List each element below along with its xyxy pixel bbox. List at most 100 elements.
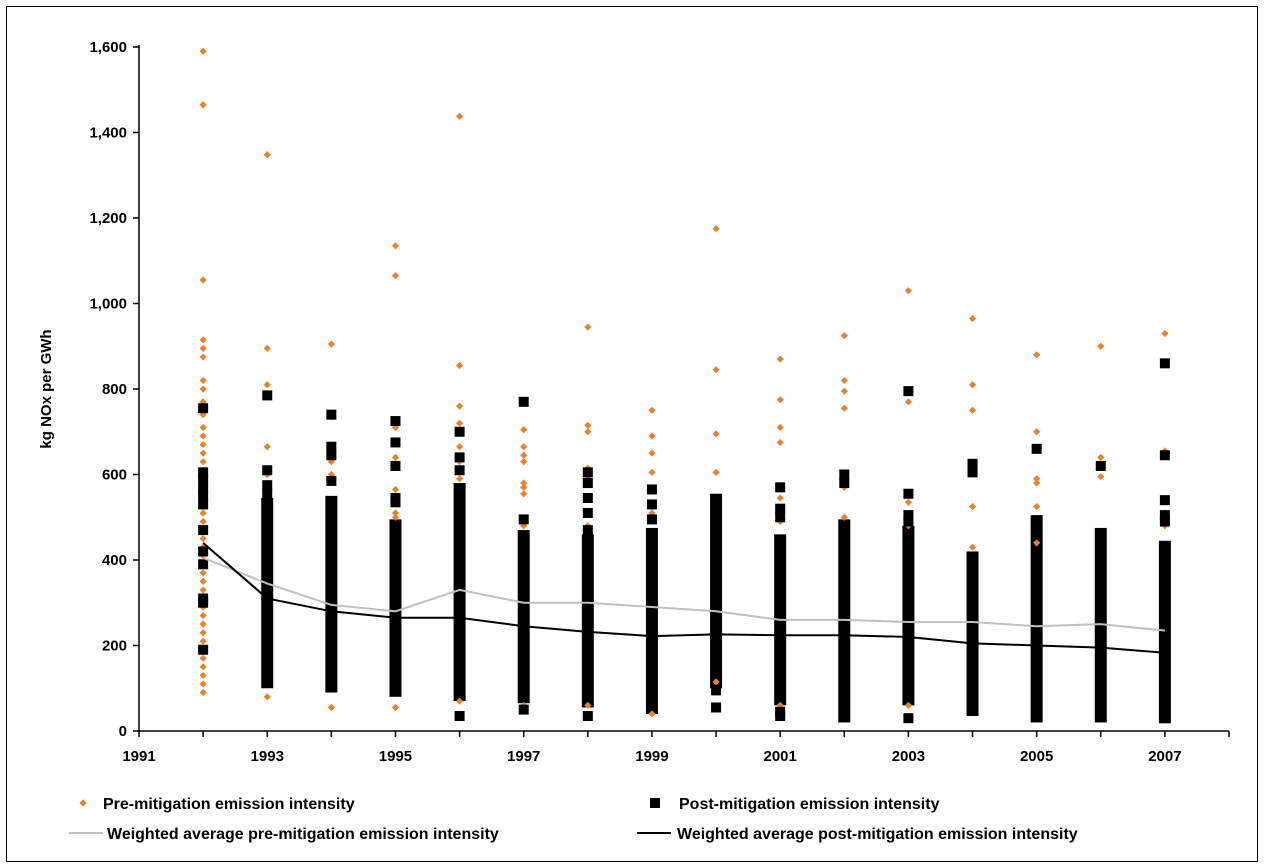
pre-mitigation-point (520, 426, 528, 434)
legend-label: Pre-mitigation emission intensity (103, 796, 355, 813)
pre-mitigation-point (520, 458, 528, 466)
y-tick-label: 1,200 (89, 210, 127, 227)
pre-mitigation-point (199, 353, 207, 361)
post-mitigation-band (261, 498, 274, 689)
pre-mitigation-point (455, 475, 464, 483)
pre-mitigation-point (968, 314, 977, 323)
pre-mitigation-point (199, 577, 207, 585)
legend: Pre-mitigation emission intensity Post-mi… (69, 796, 1078, 843)
pre-mitigation-point (263, 151, 271, 159)
post-mitigation-point (198, 597, 209, 608)
pre-mitigation-point (199, 629, 207, 637)
pre-mitigation-point (455, 419, 464, 427)
post-mitigation-point (775, 482, 786, 493)
post-mitigation-band (517, 530, 530, 704)
x-tick-label: 1995 (379, 748, 412, 765)
x-tick-label: 2001 (763, 748, 796, 765)
post-mitigation-point (198, 499, 209, 510)
post-mitigation-point (1159, 358, 1170, 369)
pre-mitigation-point (840, 513, 848, 521)
pre-mitigation-point (263, 693, 271, 701)
pre-mitigation-point (455, 697, 464, 705)
pre-mitigation-point (1097, 342, 1105, 350)
pre-mitigation-point (199, 47, 207, 55)
pre-mitigation-point (199, 509, 207, 517)
chart-frame: 0 200 400 600 800 1,000 1,200 1,400 1,600 1991 199… (6, 6, 1258, 862)
post-mitigation-point (454, 465, 465, 476)
pre-mitigation-point (455, 443, 464, 451)
post-mitigation-point (1095, 460, 1106, 471)
pre-mitigation-point (199, 336, 207, 344)
pre-mitigation-point (1033, 502, 1041, 511)
post-mitigation-point (903, 488, 914, 499)
pre-mitigation-point (584, 421, 592, 429)
post-mitigation-point (326, 409, 337, 420)
pre-mitigation-point (327, 703, 335, 712)
y-tick-label: 0 (119, 723, 127, 740)
pre-mitigation-point (199, 276, 207, 284)
y-axis-title: kg NOx per GWh (38, 329, 55, 448)
post-mitigation-point (198, 644, 209, 655)
post-mitigation-point (903, 516, 914, 527)
pre-mitigation-point (199, 376, 207, 385)
y-tick-label: 1,600 (89, 39, 127, 56)
pre-mitigation-point (712, 430, 720, 438)
post-mitigation-point (775, 512, 786, 523)
pre-mitigation-point (199, 440, 207, 449)
pre-mitigation-point (199, 671, 207, 680)
pre-mitigation-point (391, 485, 400, 494)
post-mitigation-band (453, 483, 466, 702)
post-mitigation-point (390, 497, 401, 508)
post-mitigation-point (582, 493, 593, 504)
pre-mitigation-point (263, 344, 271, 352)
post-mitigation-point (711, 702, 722, 713)
pre-mitigation-point (776, 423, 784, 432)
post-mitigation-point (198, 559, 209, 570)
x-tick-label: 1999 (635, 748, 668, 765)
y-tick-label: 400 (102, 552, 127, 569)
pre-mitigation-point (1033, 428, 1041, 436)
post-mitigation-band (645, 527, 658, 714)
legend-pre-mitigation-marker (79, 799, 87, 807)
post-mitigation-point (903, 386, 914, 397)
x-tick-label: 2003 (892, 748, 925, 765)
x-tick-label: 1997 (507, 748, 540, 765)
post-mitigation-band (1158, 540, 1171, 724)
post-mitigation-band (389, 519, 402, 697)
post-mitigation-band (710, 493, 723, 689)
pre-mitigation-point (968, 381, 977, 389)
pre-mitigation-point (712, 225, 720, 233)
post-mitigation-point (903, 510, 914, 521)
pre-mitigation-point (199, 517, 207, 526)
pre-mitigation-point (199, 101, 207, 109)
x-tick-label: 2007 (1148, 748, 1181, 765)
y-tick-label: 800 (102, 381, 127, 398)
pre-mitigation-point (199, 385, 207, 393)
post-mitigation-point (198, 467, 209, 478)
pre-mitigation-point (391, 272, 400, 280)
post-mitigation-point (839, 469, 850, 480)
pre-mitigation-point (1161, 329, 1169, 338)
post-mitigation-point (390, 460, 401, 471)
post-mitigation-point (903, 713, 914, 724)
pre-mitigation-point (712, 366, 720, 374)
pre-mitigation-point (520, 490, 528, 498)
pre-mitigation-point (391, 509, 400, 517)
y-tick-label: 1,400 (89, 125, 127, 142)
pre-mitigation-point (1033, 479, 1041, 487)
pre-mitigation-point (968, 502, 977, 511)
pre-mitigation-point (648, 406, 656, 414)
pre-mitigation-point (776, 701, 784, 709)
weighted-average-pre-line (202, 556, 1165, 632)
post-mitigation-point (711, 685, 722, 696)
pre-mitigation-point (712, 678, 720, 686)
pre-mitigation-point (199, 586, 207, 594)
pre-mitigation-point (904, 287, 913, 295)
post-mitigation-point (646, 499, 657, 510)
post-mitigation-point (454, 711, 465, 722)
pre-mitigation-point (199, 449, 207, 457)
pre-mitigation-point (648, 468, 656, 476)
post-mitigation-point (518, 704, 529, 715)
post-mitigation-point (1159, 450, 1170, 461)
pre-mitigation-point (1033, 539, 1041, 547)
